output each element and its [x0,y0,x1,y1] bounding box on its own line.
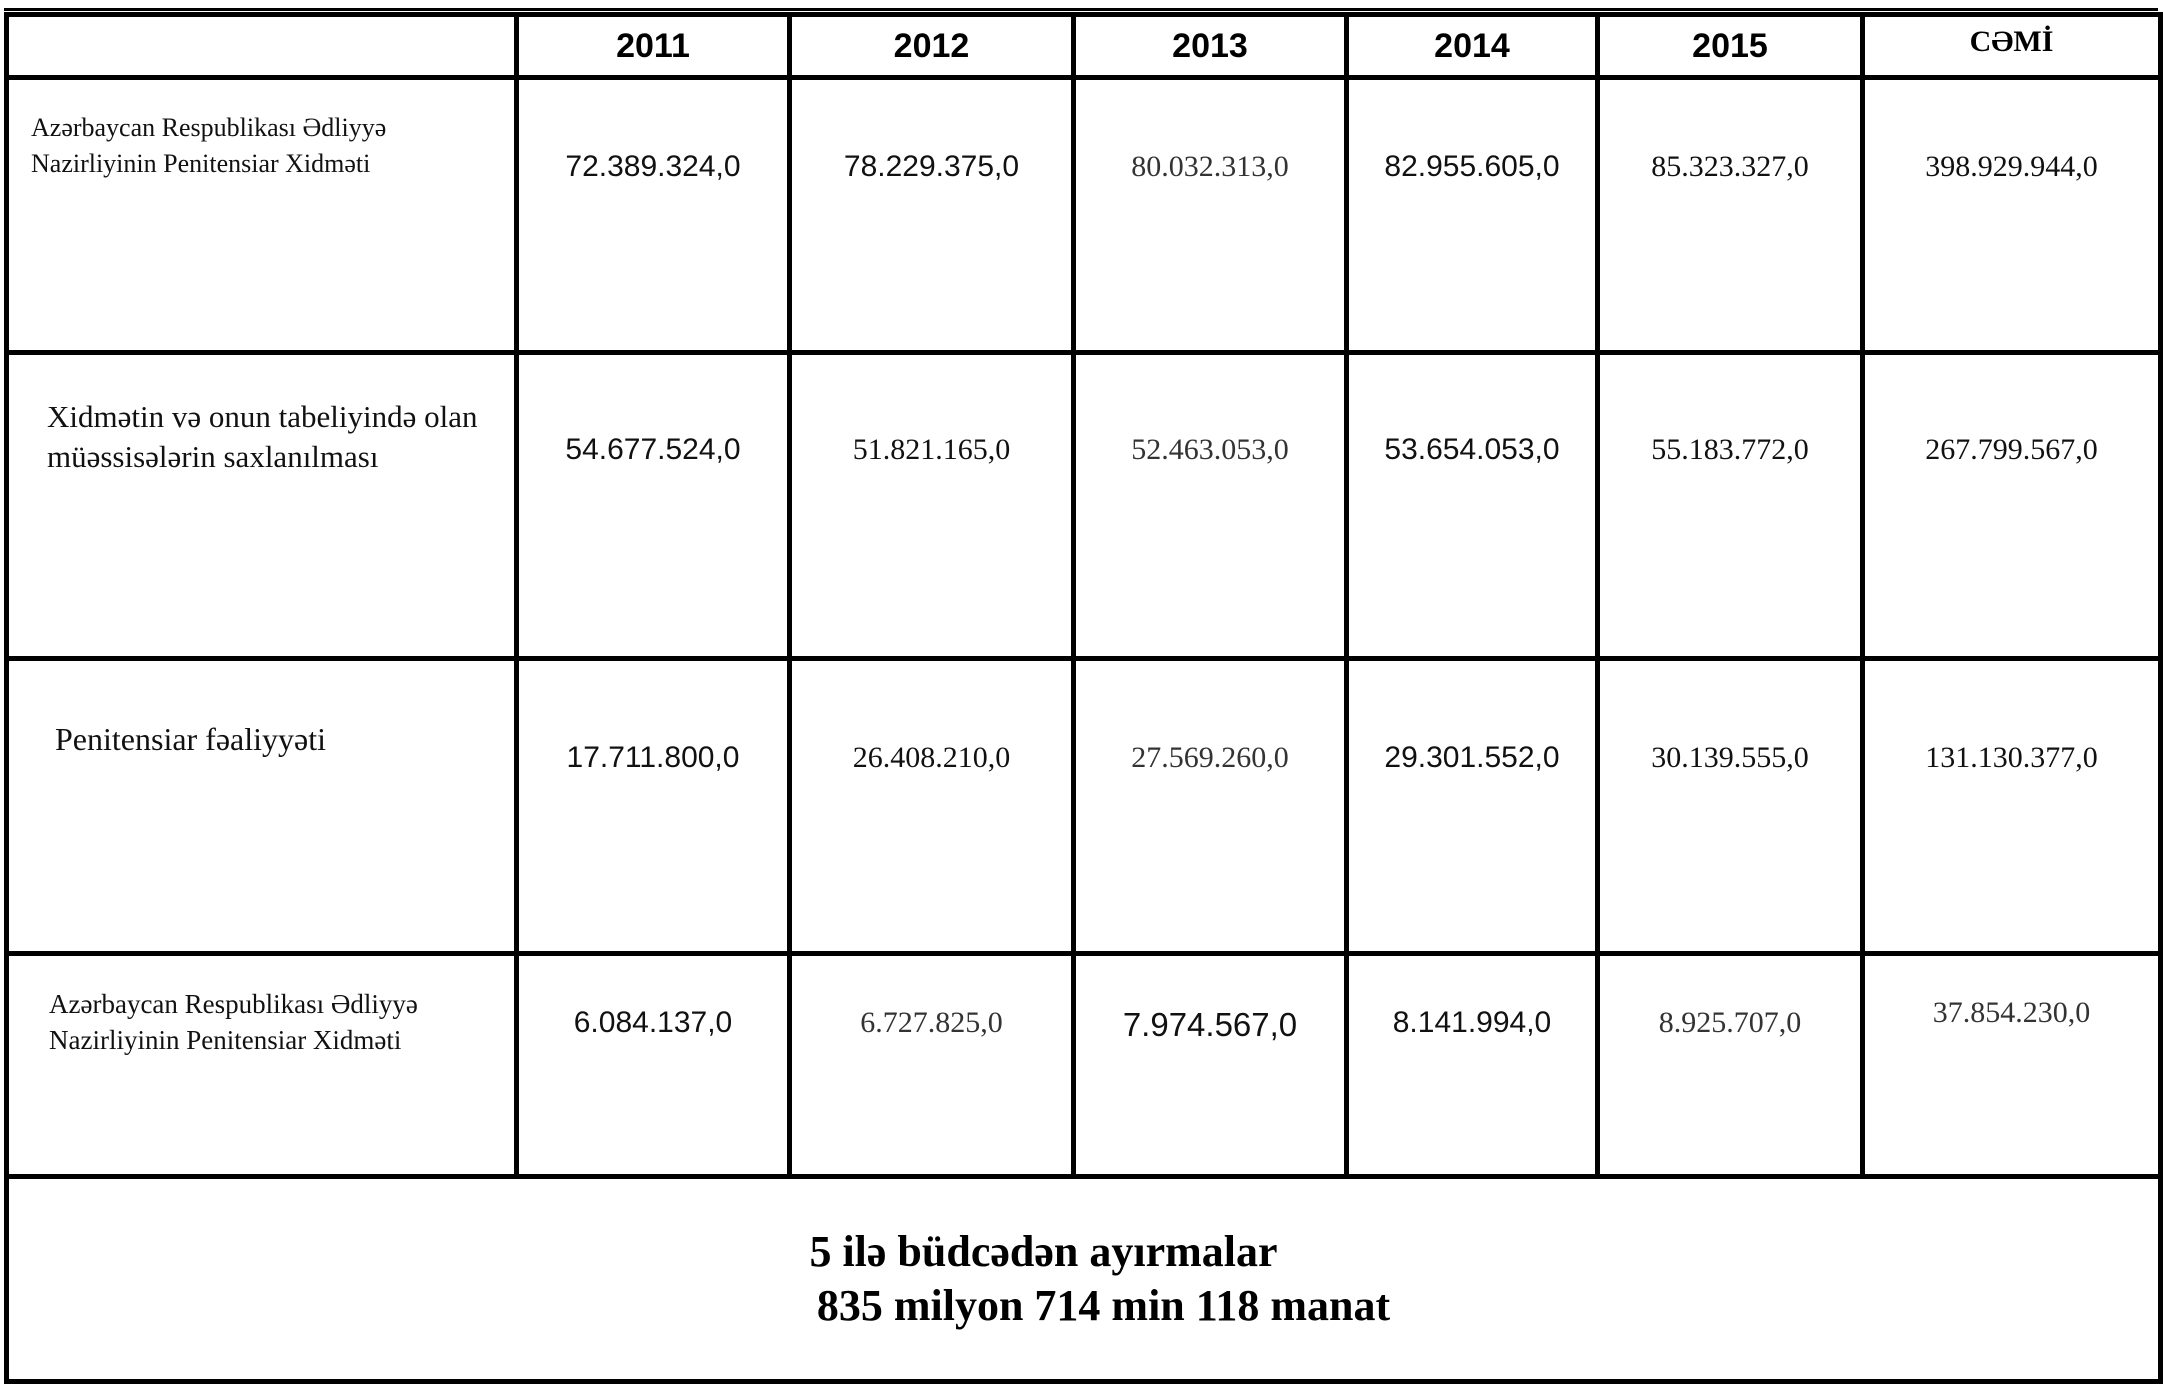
cell-value: 8.925.707,0 [1595,951,1865,1179]
cell-value: 30.139.555,0 [1595,656,1865,956]
header-year-2014: 2014 [1344,12,1600,80]
budget-table: 2011 2012 2013 2014 2015 CƏMİ Azərbaycan… [4,12,2163,1384]
summary-cell: 5 ilə büdcədən ayırmalar 835 milyon 714 … [4,1174,2163,1384]
table-row: Azərbaycan Respublikası Ədliyyə Nazirliy… [4,75,2163,355]
summary-row: 5 ilə büdcədən ayırmalar 835 milyon 714 … [4,1174,2163,1384]
row-label: Azərbaycan Respublikası Ədliyyə Nazirliy… [4,951,519,1179]
table-row: Xidmətin və onun tabeliyində olan müəssi… [4,350,2163,661]
header-blank [4,12,519,80]
cell-value: 82.955.605,0 [1344,75,1600,355]
table-row: Penitensiar fəaliyyəti 17.711.800,0 26.4… [4,656,2163,956]
cell-value: 52.463.053,0 [1071,350,1349,661]
page-frame [4,8,2158,1121]
row-label: Penitensiar fəaliyyəti [4,656,519,956]
cell-value: 27.569.260,0 [1071,656,1349,956]
cell-value: 51.821.165,0 [787,350,1076,661]
cell-value: 78.229.375,0 [787,75,1076,355]
summary-line-2: 835 milyon 714 min 118 manat [816,1281,1391,1330]
cell-value: 55.183.772,0 [1595,350,1865,661]
header-row: 2011 2012 2013 2014 2015 CƏMİ [4,12,2163,80]
summary-line-1: 5 ilə büdcədən ayırmalar [809,1227,1278,1276]
cell-value: 17.711.800,0 [514,656,792,956]
cell-value: 80.032.313,0 [1071,75,1349,355]
cell-value: 85.323.327,0 [1595,75,1865,355]
cell-total: 131.130.377,0 [1860,656,2163,956]
cell-value: 72.389.324,0 [514,75,792,355]
cell-value: 54.677.524,0 [514,350,792,661]
header-year-2011: 2011 [514,12,792,80]
table-row: Azərbaycan Respublikası Ədliyyə Nazirliy… [4,951,2163,1179]
cell-total: 398.929.944,0 [1860,75,2163,355]
header-year-2015: 2015 [1595,12,1865,80]
cell-value: 6.727.825,0 [787,951,1076,1179]
header-year-2013: 2013 [1071,12,1349,80]
cell-value: 6.084.137,0 [514,951,792,1179]
cell-value: 29.301.552,0 [1344,656,1600,956]
row-label: Azərbaycan Respublikası Ədliyyə Nazirliy… [4,75,519,355]
cell-total: 37.854.230,0 [1860,951,2163,1179]
header-year-2012: 2012 [787,12,1076,80]
header-total: CƏMİ [1860,12,2163,80]
cell-value: 8.141.994,0 [1344,951,1600,1179]
cell-value: 7.974.567,0 [1071,951,1349,1179]
row-label: Xidmətin və onun tabeliyində olan müəssi… [4,350,519,661]
cell-total: 267.799.567,0 [1860,350,2163,661]
cell-value: 53.654.053,0 [1344,350,1600,661]
cell-value: 26.408.210,0 [787,656,1076,956]
